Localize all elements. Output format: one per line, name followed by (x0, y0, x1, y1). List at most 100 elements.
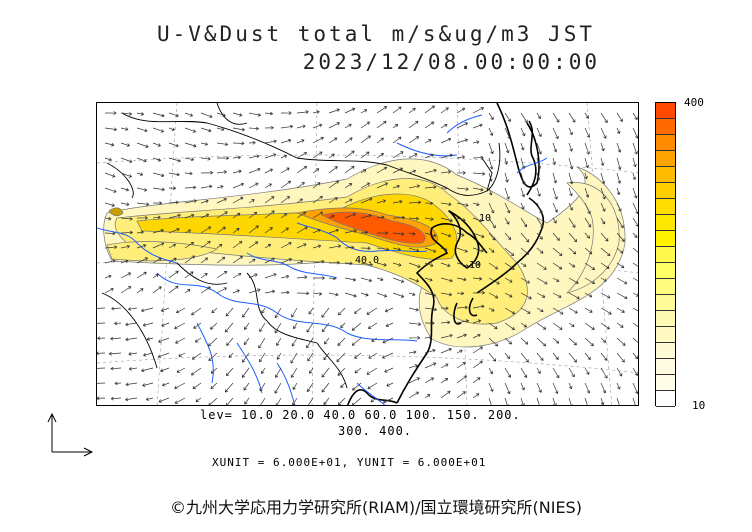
wind-arrow (408, 153, 418, 159)
wind-arrow (191, 307, 202, 316)
wind-arrow (351, 397, 362, 405)
wind-arrow (168, 270, 179, 279)
wind-arrow (110, 396, 122, 401)
wind-arrow (306, 382, 314, 393)
wind-arrow (584, 292, 593, 298)
wind-arrow (385, 322, 394, 327)
wind-arrow (344, 277, 357, 282)
wind-arrow (190, 367, 202, 376)
wind-arrow (208, 337, 218, 347)
wind-arrow (290, 367, 298, 378)
wind-arrow (323, 352, 330, 361)
wind-arrow (120, 272, 132, 279)
wind-arrow (296, 211, 307, 219)
wind-arrow (552, 277, 560, 282)
wind-arrow (536, 307, 544, 313)
wind-arrow (120, 172, 132, 178)
wind-arrow (424, 168, 437, 174)
wind-arrow (520, 232, 530, 243)
wind-arrow (344, 198, 353, 204)
wind-arrow (600, 202, 606, 212)
wind-arrow (440, 390, 451, 399)
wind-arrow (584, 322, 595, 331)
wind-arrow (200, 213, 210, 219)
wind-arrow (176, 367, 186, 373)
wind-arrow (632, 172, 637, 181)
wind-arrow (136, 157, 147, 163)
wind-arrow (488, 142, 494, 155)
wind-arrow (158, 397, 170, 403)
wind-arrow (600, 232, 609, 242)
wind-arrow (600, 172, 606, 185)
wind-arrow (568, 292, 580, 300)
wind-arrow (296, 165, 308, 174)
wind-arrow (440, 320, 451, 325)
wind-arrow (520, 277, 530, 284)
wind-arrow (97, 396, 106, 401)
wind-arrow (616, 172, 622, 184)
wind-arrow (456, 262, 469, 268)
wind-arrow (472, 123, 483, 129)
wind-arrow (168, 127, 175, 131)
wind-arrow (200, 257, 209, 264)
wind-arrow (321, 382, 330, 393)
wind-arrow (376, 231, 389, 235)
wind-arrow (584, 142, 590, 155)
wind-arrow (104, 245, 118, 250)
wind-arrow (120, 216, 133, 221)
wind-arrow (97, 307, 106, 309)
wind-arrow (424, 321, 435, 325)
wind-arrow (128, 307, 138, 311)
wind-arrow (472, 232, 485, 238)
wind-arrow (552, 112, 560, 123)
wind-arrow (584, 247, 593, 255)
wind-arrow (120, 286, 132, 294)
wind-arrow (290, 352, 298, 364)
wind-arrow (488, 367, 493, 375)
wind-arrow (472, 319, 482, 324)
wind-arrow (472, 290, 485, 295)
wind-arrow (216, 127, 225, 132)
wind-arrow (632, 277, 638, 282)
wind-arrow (456, 291, 465, 296)
wind-arrow (120, 157, 133, 163)
wind-arrow (184, 157, 195, 162)
wind-arrow (174, 322, 186, 330)
wind-arrow (440, 363, 449, 369)
wind-arrow (141, 367, 154, 373)
wind-arrow (552, 382, 559, 394)
wind-arrow (337, 397, 346, 405)
wind-arrow (632, 127, 638, 139)
dust-plume (103, 158, 626, 348)
wind-arrow (232, 227, 240, 234)
wind-arrow (120, 244, 130, 249)
wind-arrow (504, 157, 508, 165)
wind-arrow (200, 184, 213, 189)
wind-arrow (168, 200, 179, 205)
wind-arrow (104, 202, 115, 207)
wind-arrow (360, 197, 373, 204)
wind-arrow (152, 257, 162, 264)
wind-arrow (344, 292, 357, 298)
wind-arrow (174, 397, 186, 404)
contour-label-10b: 10 (469, 260, 481, 271)
wind-arrow (312, 195, 323, 204)
wind-arrow (136, 271, 147, 279)
wind-arrow (536, 247, 544, 254)
wind-arrow (261, 367, 266, 375)
wind-arrow (600, 142, 605, 152)
colorbar-swatch (656, 375, 675, 391)
wind-arrow (440, 333, 453, 339)
colorbar-swatch (656, 103, 675, 119)
wind-arrow (184, 241, 195, 249)
wind-arrow (216, 287, 227, 294)
wind-arrow (440, 153, 453, 159)
wind-arrow (568, 232, 578, 243)
wind-arrow (307, 397, 314, 405)
wind-arrow (520, 337, 529, 345)
wind-arrow (243, 337, 250, 346)
wind-arrow (360, 246, 371, 251)
wind-arrow (520, 187, 526, 198)
wind-arrow (160, 307, 170, 312)
wind-arrow (344, 107, 356, 114)
